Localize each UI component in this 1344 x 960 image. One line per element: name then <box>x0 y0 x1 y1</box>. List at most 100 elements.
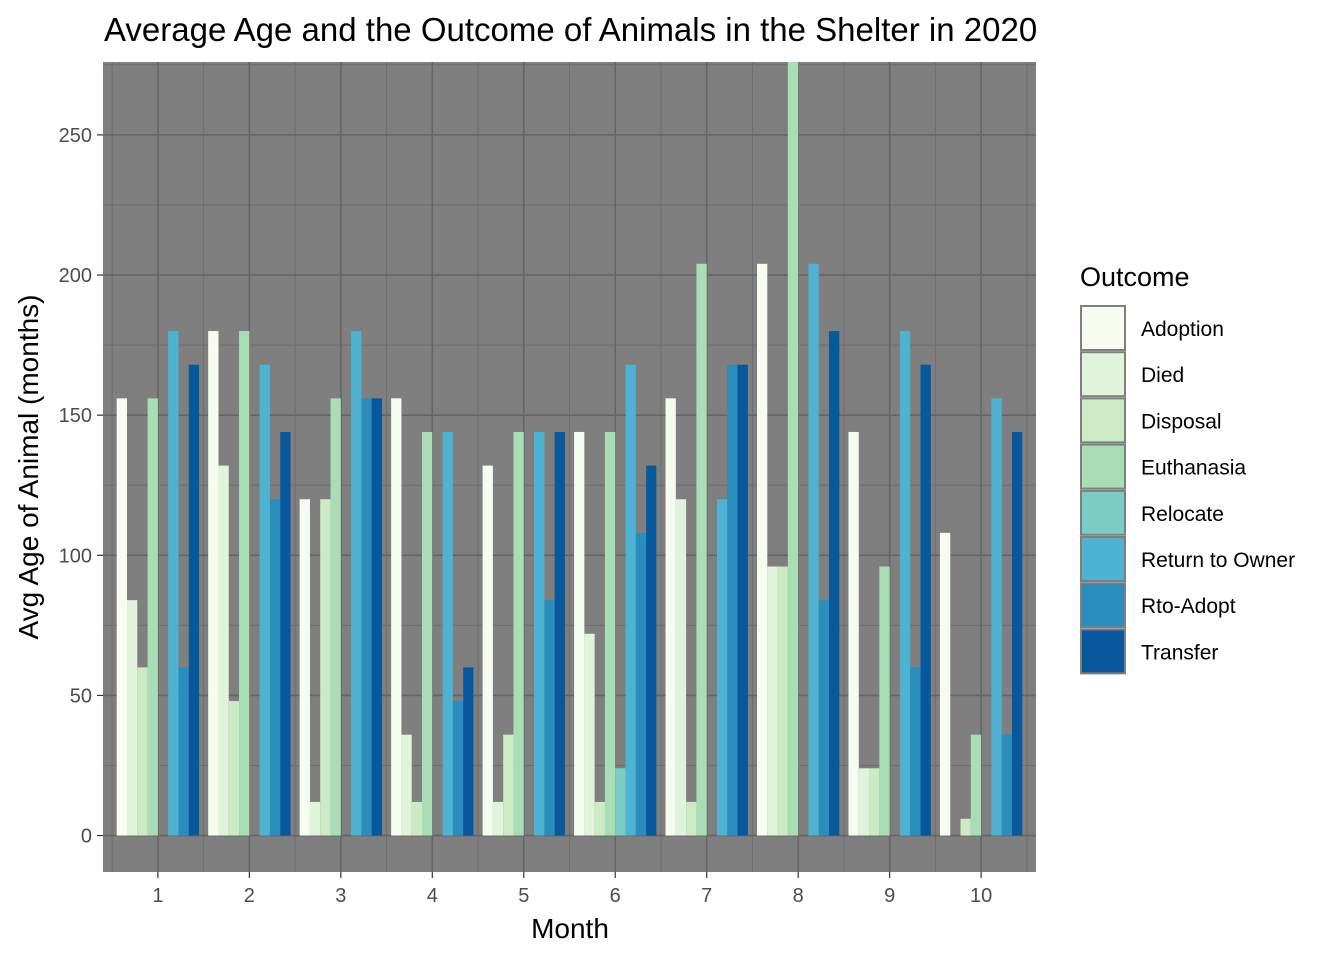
bar <box>208 331 219 836</box>
bar <box>777 566 788 836</box>
legend-title: Outcome <box>1080 262 1190 292</box>
bar <box>686 801 697 836</box>
bar <box>554 431 565 836</box>
y-tick-label: 100 <box>59 545 92 567</box>
bar <box>534 431 545 836</box>
bar <box>757 263 768 836</box>
legend-key <box>1080 351 1126 398</box>
bar <box>299 499 310 836</box>
bar <box>178 667 189 836</box>
bar <box>463 667 474 836</box>
bar <box>442 431 453 836</box>
bar <box>646 465 657 836</box>
bar <box>116 398 128 836</box>
bar <box>544 600 555 836</box>
bar <box>401 734 412 836</box>
x-axis: 1 2 3 4 5 6 7 8 9 10 <box>152 872 992 907</box>
legend-label: Relocate <box>1141 503 1224 526</box>
bar <box>361 398 372 836</box>
legend-label: Died <box>1141 364 1184 387</box>
x-tick-label: 3 <box>335 885 346 907</box>
bar <box>228 701 240 836</box>
bar <box>574 431 585 836</box>
bar <box>218 465 229 836</box>
legend-key <box>1080 397 1126 444</box>
bar <box>503 734 514 836</box>
bar <box>991 398 1002 836</box>
chart-title: Average Age and the Outcome of Animals i… <box>104 11 1037 48</box>
bar <box>259 364 270 836</box>
y-tick-label: 50 <box>70 685 92 707</box>
bar <box>1001 734 1012 836</box>
bar <box>970 734 982 836</box>
bar <box>492 801 504 836</box>
legend-key <box>1080 489 1126 536</box>
x-tick-label: 8 <box>793 885 804 907</box>
y-tick-label: 200 <box>59 265 92 287</box>
legend-key <box>1080 582 1126 629</box>
bar <box>391 398 402 836</box>
bar <box>269 499 281 836</box>
bar <box>1011 431 1023 836</box>
bar <box>309 801 321 836</box>
legend: Outcome Adoption Died Disposal Euthanasia Re… <box>1080 262 1295 675</box>
bar <box>858 768 870 836</box>
y-tick-label: 0 <box>81 826 92 848</box>
bar <box>452 701 464 836</box>
bar <box>879 566 890 836</box>
bar <box>899 331 911 836</box>
legend-label: Return to Owner <box>1141 549 1295 572</box>
legend-items: Adoption Died Disposal Euthanasia Relocate Re… <box>1080 305 1295 675</box>
x-tick-label: 9 <box>884 885 895 907</box>
bars <box>116 62 1023 836</box>
bar <box>737 364 748 836</box>
x-tick-label: 6 <box>610 885 621 907</box>
bar <box>696 263 707 836</box>
bar <box>615 768 626 836</box>
bar <box>675 499 687 836</box>
bar <box>727 364 738 836</box>
x-axis-title: Month <box>531 913 609 944</box>
bar <box>920 364 931 836</box>
bar <box>330 398 341 836</box>
bar <box>127 600 138 836</box>
x-tick-label: 5 <box>518 885 529 907</box>
x-tick-label: 10 <box>970 885 992 907</box>
bar <box>422 431 433 836</box>
bar <box>168 331 179 836</box>
y-tick-label: 250 <box>59 125 92 147</box>
legend-label: Rto-Adopt <box>1141 595 1236 618</box>
bar <box>767 566 778 836</box>
bar <box>604 431 616 836</box>
bar <box>482 465 493 836</box>
bar <box>808 263 819 836</box>
legend-label: Transfer <box>1141 641 1218 664</box>
bar <box>280 431 291 836</box>
legend-label: Disposal <box>1141 410 1222 433</box>
bar <box>351 331 362 836</box>
bar <box>239 331 250 836</box>
legend-label: Euthanasia <box>1141 457 1246 480</box>
legend-key <box>1080 443 1126 490</box>
bar <box>787 62 799 836</box>
bar <box>635 532 647 836</box>
x-tick-label: 7 <box>701 885 712 907</box>
bar <box>625 364 636 836</box>
bar <box>960 818 971 836</box>
bar <box>147 398 158 836</box>
bar <box>716 499 728 836</box>
x-tick-label: 1 <box>152 885 163 907</box>
y-tick-label: 150 <box>59 405 92 427</box>
bar <box>411 801 423 836</box>
bar <box>910 667 921 836</box>
bar <box>137 667 148 836</box>
bar <box>848 431 859 836</box>
bar <box>320 499 331 836</box>
bar <box>818 600 830 836</box>
bar <box>869 768 880 836</box>
legend-key <box>1080 536 1126 582</box>
y-axis-title: Avg Age of Animal (months) <box>13 295 44 640</box>
bar <box>584 633 595 836</box>
bar <box>513 431 524 836</box>
